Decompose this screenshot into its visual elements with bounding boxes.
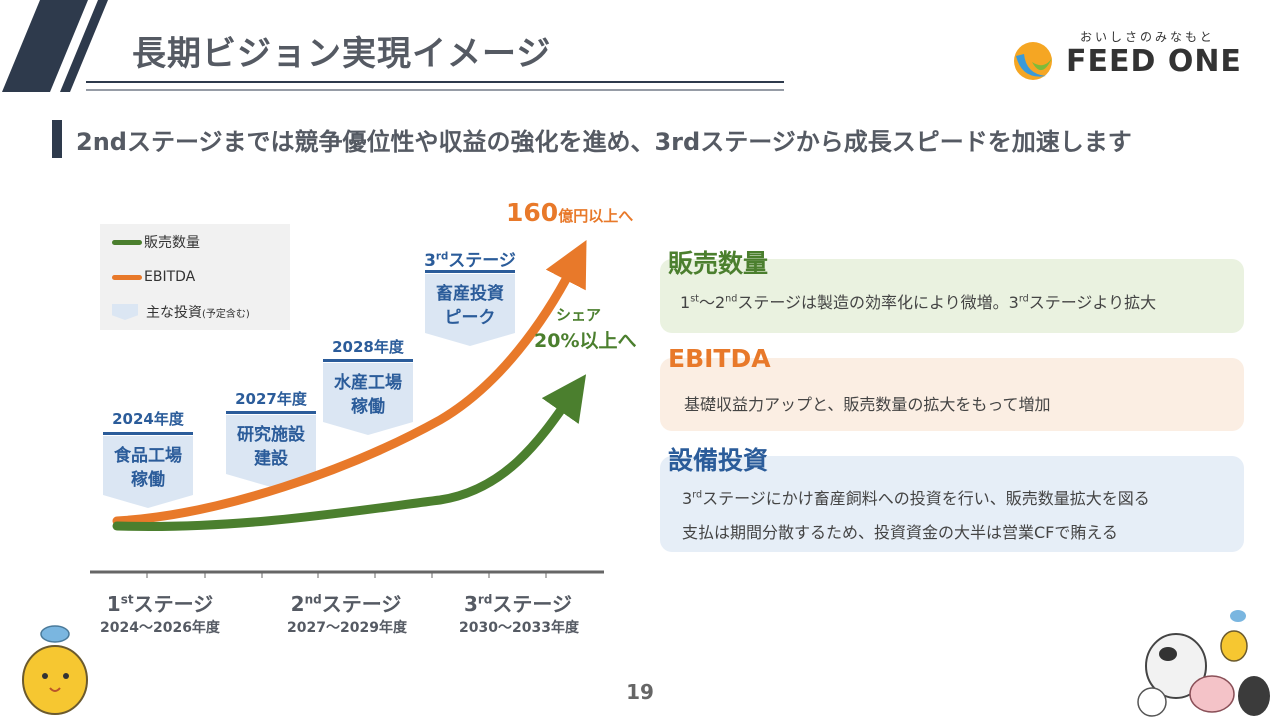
legend-investment: 主な投資 (予定含む) <box>112 302 250 322</box>
sales-text-sup: rd <box>1018 293 1029 305</box>
legend-investment-label: 主な投資 <box>146 305 202 321</box>
investment-year-2027: 2027年度 <box>235 390 307 408</box>
sales-text-part: ステージより拡大 <box>1028 293 1157 312</box>
logo-tagline: おいしさのみなもと <box>1080 30 1215 44</box>
legend-sales-label: 販売数量 <box>144 235 200 251</box>
legend-ebitda: EBITDA <box>112 269 195 285</box>
legend-sales: 販売数量 <box>112 232 200 252</box>
share-target-value: 20%以上へ <box>534 330 637 352</box>
capex-card-line2: 支払は期間分散するため、投資資金の大半は営業CFで賄える <box>682 523 1118 542</box>
stage-number: 3 <box>463 592 478 616</box>
investment-flag-line2: 建設 <box>254 449 288 469</box>
capex-card-title: 設備投資 <box>668 446 769 475</box>
stage-suffix: nd <box>304 592 322 607</box>
ebitda-card-text: 基礎収益力アップと、販売数量の拡大をもって増加 <box>684 395 1051 414</box>
investment-flag-stage3: 畜産投資 ピーク <box>425 274 515 346</box>
investment-flag-2024: 食品工場 稼働 <box>103 436 193 508</box>
investment-year-stage3: 3rdステージ <box>422 246 518 271</box>
ebitda-target-unit: 億円以上へ <box>558 207 634 225</box>
stage-word: ステージ <box>321 592 402 616</box>
investment-flag-2028: 水産工場 稼働 <box>323 363 413 435</box>
sales-text-sup: st <box>690 293 699 305</box>
share-target-label: シェア <box>556 306 602 324</box>
investment-flag-line1: 畜産投資 <box>436 284 504 304</box>
growth-curves <box>90 240 604 578</box>
page-subtitle: 2ndステージまでは競争優位性や収益の強化を進め、3rdステージから成長スピード… <box>76 128 1132 156</box>
legend-ebitda-label: EBITDA <box>144 269 196 285</box>
ebitda-card: 基礎収益力アップと、販売数量の拡大をもって増加 <box>660 358 1244 431</box>
ebitda-target-value: 160 <box>506 198 559 227</box>
page-number: 19 <box>626 680 654 704</box>
capex-card-line1: 3rdステージにかけ畜産飼料への投資を行い、販売数量拡大を図る <box>682 485 1150 509</box>
sales-text-part: 1 <box>680 293 691 312</box>
chick-mascot-illustration <box>22 625 88 715</box>
sales-card-text: 1st～2ndステージは製造の効率化により微増。3rdステージより拡大 <box>680 289 1156 313</box>
capex-text-part: 3 <box>682 489 693 508</box>
stage-2-years: 2027～2029年度 <box>287 620 407 636</box>
investment-flag-rule <box>103 432 193 435</box>
ebitda-curve <box>112 240 587 526</box>
investment-flag-rule <box>323 359 413 362</box>
stage-3-years: 2030～2033年度 <box>459 620 579 636</box>
investment-year-2028: 2028年度 <box>332 338 404 356</box>
stage-word: ステージ <box>492 592 573 616</box>
capex-text-part: ステージにかけ畜産飼料への投資を行い、販売数量拡大を図る <box>702 489 1150 508</box>
investment-year-2024: 2024年度 <box>112 410 184 428</box>
chart-legend: 販売数量 EBITDA 主な投資 (予定含む) <box>100 224 290 330</box>
legend-sales-swatch <box>112 239 142 245</box>
header-decoration <box>2 0 784 92</box>
sales-text-part: ステージは製造の効率化により微増。3 <box>737 293 1019 312</box>
investment-flag-rule <box>425 270 515 273</box>
logo-icon <box>1014 42 1052 80</box>
stage-2-label: 2ndステージ <box>286 588 406 617</box>
capex-text-sup: rd <box>692 489 703 501</box>
investment-flag-line1: 研究施設 <box>237 425 305 445</box>
logo-wordmark: FEED ONE <box>1066 44 1242 79</box>
investment-flag-line2: 稼働 <box>351 397 385 417</box>
sales-text-sup: nd <box>725 293 738 305</box>
subtitle-marker <box>52 120 62 158</box>
stage-word: ステージ <box>133 592 214 616</box>
capex-card: 3rdステージにかけ畜産飼料への投資を行い、販売数量拡大を図る 支払は期間分散す… <box>660 456 1244 552</box>
legend-investment-swatch <box>112 304 138 320</box>
legend-investment-note: (予定含む) <box>202 308 250 320</box>
stage-3-label: 3rdステージ <box>458 588 578 617</box>
stage-suffix: st <box>120 592 134 607</box>
sales-card-title: 販売数量 <box>668 249 769 278</box>
ebitda-card-title: EBITDA <box>668 344 771 373</box>
stage-1-label: 1stステージ <box>100 588 220 617</box>
legend-ebitda-swatch <box>112 274 142 280</box>
investment-flag-2027: 研究施設 建設 <box>226 415 316 487</box>
stage-number: 2 <box>290 592 305 616</box>
stage-1-years: 2024～2026年度 <box>100 620 220 636</box>
stage-suffix: rd <box>435 251 449 263</box>
page-title: 長期ビジョン実現イメージ <box>132 34 552 74</box>
sales-card: 1st～2ndステージは製造の効率化により微増。3rdステージより拡大 <box>660 259 1244 333</box>
investment-flag-line1: 食品工場 <box>114 446 182 466</box>
ebitda-target: 160億円以上へ <box>506 198 633 227</box>
investment-flag-line2: 稼働 <box>131 470 165 490</box>
sales-text-part: ～2 <box>698 293 726 312</box>
stage-number: 3 <box>424 251 436 271</box>
stage-word: ステージ <box>448 251 516 271</box>
stage-number: 1 <box>106 592 121 616</box>
stage-suffix: rd <box>477 592 493 607</box>
investment-flag-rule <box>226 411 316 414</box>
investment-flag-line1: 水産工場 <box>334 373 402 393</box>
sales-curve <box>112 374 587 532</box>
farm-animals-illustration <box>1137 610 1270 717</box>
investment-flag-line2: ピーク <box>444 308 496 328</box>
